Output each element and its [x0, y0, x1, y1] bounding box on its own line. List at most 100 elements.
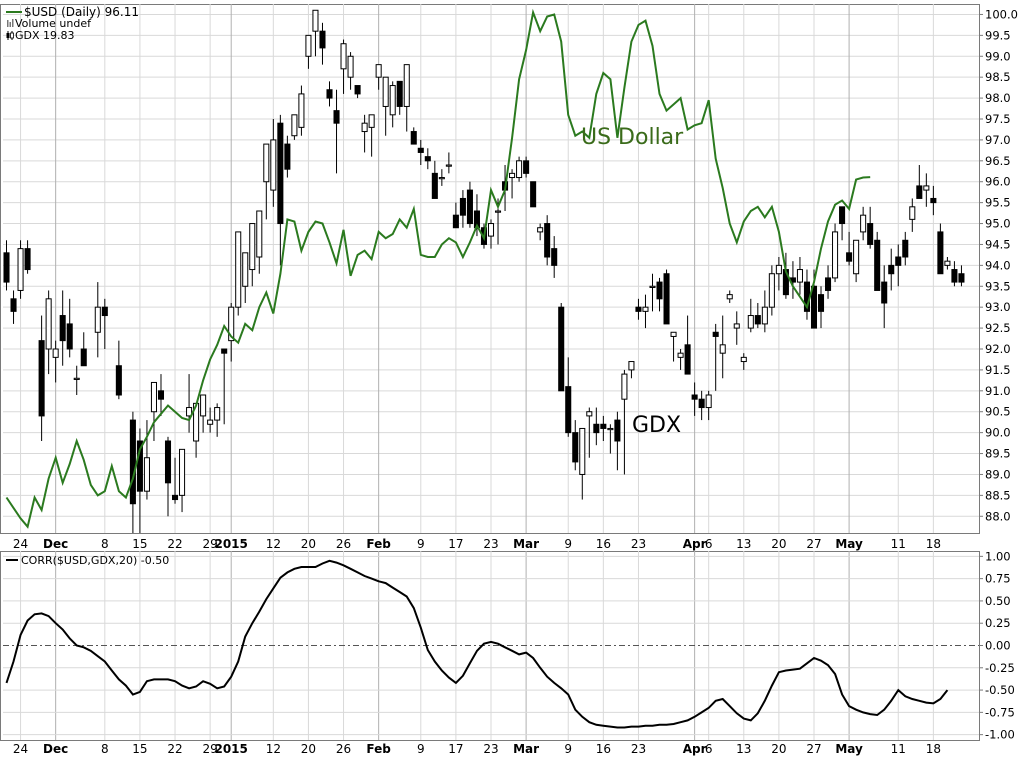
corr-x-tick-label: 18 [926, 742, 941, 756]
price-y-tick-label: 92.5 [985, 321, 1011, 335]
candle [663, 269, 670, 325]
candle [677, 349, 684, 370]
price-y-tick-label: 99.5 [985, 28, 1011, 42]
price-x-tick-label: 20 [771, 537, 786, 551]
candle [179, 448, 186, 513]
candle [916, 165, 923, 199]
candle [17, 240, 24, 299]
candle [73, 365, 80, 395]
candle [958, 265, 965, 287]
candle [143, 420, 150, 500]
price-y-tick-label: 90.0 [985, 426, 1011, 440]
candle [207, 407, 214, 433]
candle [839, 206, 846, 241]
bar-chart-icon [7, 19, 14, 27]
price-x-tick-label: 9 [564, 537, 572, 551]
candle [754, 303, 761, 329]
candle [368, 114, 375, 157]
candle [340, 39, 347, 94]
price-x-tick-label: 17 [448, 537, 463, 551]
candle [614, 411, 621, 471]
candle [277, 114, 284, 266]
candle [10, 290, 17, 324]
candle [24, 240, 31, 274]
usd-line [5, 8, 871, 529]
candle [846, 231, 853, 266]
price-y-tick-label: 90.5 [985, 405, 1011, 419]
candle [354, 85, 361, 99]
candle [867, 206, 874, 249]
corr-x-tick-label: 2015 [214, 742, 247, 756]
candle [221, 348, 228, 425]
price-y-tick-label: 93.0 [985, 300, 1011, 314]
candle [80, 332, 87, 367]
price-x-tick-label: 22 [167, 537, 182, 551]
corr-y-tick-label: -0.50 [985, 683, 1015, 697]
candle [235, 231, 242, 316]
corr-y-tick-label: -0.25 [985, 661, 1015, 675]
candle [291, 114, 298, 140]
corr-x-tick-label: May [835, 742, 863, 756]
price-x-tick-label: 20 [301, 537, 316, 551]
candle [593, 407, 600, 446]
price-x-tick-label: 11 [891, 537, 906, 551]
price-x-tick-label: 18 [926, 537, 941, 551]
candle [150, 381, 157, 441]
candle [691, 382, 698, 416]
corr-y-tick-label: 0.25 [985, 616, 1011, 630]
price-x-tick-label: 2015 [214, 537, 247, 551]
candle [129, 411, 136, 533]
candle [487, 219, 495, 249]
corr-x-tick-label: 23 [483, 742, 498, 756]
corr-x-tick-label: 20 [301, 742, 316, 756]
corr-y-tick-label: -0.75 [985, 705, 1015, 719]
candle [438, 169, 445, 186]
candle [670, 331, 677, 362]
candle [115, 340, 122, 400]
candle [579, 427, 586, 500]
candle [263, 143, 270, 220]
candle [712, 323, 719, 391]
corr-x-tick-label: 26 [336, 742, 351, 756]
candle [509, 169, 516, 199]
candle [565, 357, 572, 437]
corr-x-tick-label: 23 [631, 742, 646, 756]
candle [382, 76, 389, 136]
candle [902, 231, 909, 266]
candle [698, 390, 705, 421]
candle [326, 81, 333, 107]
corr-x-tick-label: 20 [771, 742, 786, 756]
candle [242, 252, 249, 303]
volume-legend-label: Volume undef [15, 17, 92, 30]
price-y-tick-label: 91.0 [985, 384, 1011, 398]
candle [305, 34, 312, 69]
candle [909, 198, 916, 232]
candle [649, 273, 656, 312]
candle [431, 160, 438, 199]
candle [944, 257, 951, 270]
correlation-y-axis: 1.00 0.75 0.50 0.25 0.00 -0.25 -0.50 -0.75 -1.00 [979, 549, 1015, 742]
price-x-tick-label: Dec [43, 537, 68, 551]
corr-x-tick-label: 12 [266, 742, 281, 756]
price-y-tick-label: 89.5 [985, 447, 1011, 461]
price-x-tick-label: Apr [683, 537, 707, 551]
corr-x-tick-label: Dec [43, 742, 68, 756]
corr-x-tick-label: 27 [806, 742, 821, 756]
candle [172, 457, 179, 504]
candle [333, 89, 340, 174]
candle [572, 420, 579, 471]
candle [607, 424, 614, 454]
price-y-tick-label: 98.5 [985, 70, 1011, 84]
corr-x-tick-label: 24 [13, 742, 28, 756]
corr-legend-label: CORR($USD,GDX,20) -0.50 [21, 554, 169, 567]
price-x-tick-label: 23 [483, 537, 498, 551]
candle [796, 257, 803, 295]
price-y-tick-label: 93.5 [985, 279, 1011, 293]
candle [726, 290, 733, 303]
price-y-tick-label: 91.5 [985, 363, 1011, 377]
corr-x-tick-label: 16 [596, 742, 611, 756]
candle [466, 181, 473, 228]
price-x-tick-label: Mar [513, 537, 539, 551]
